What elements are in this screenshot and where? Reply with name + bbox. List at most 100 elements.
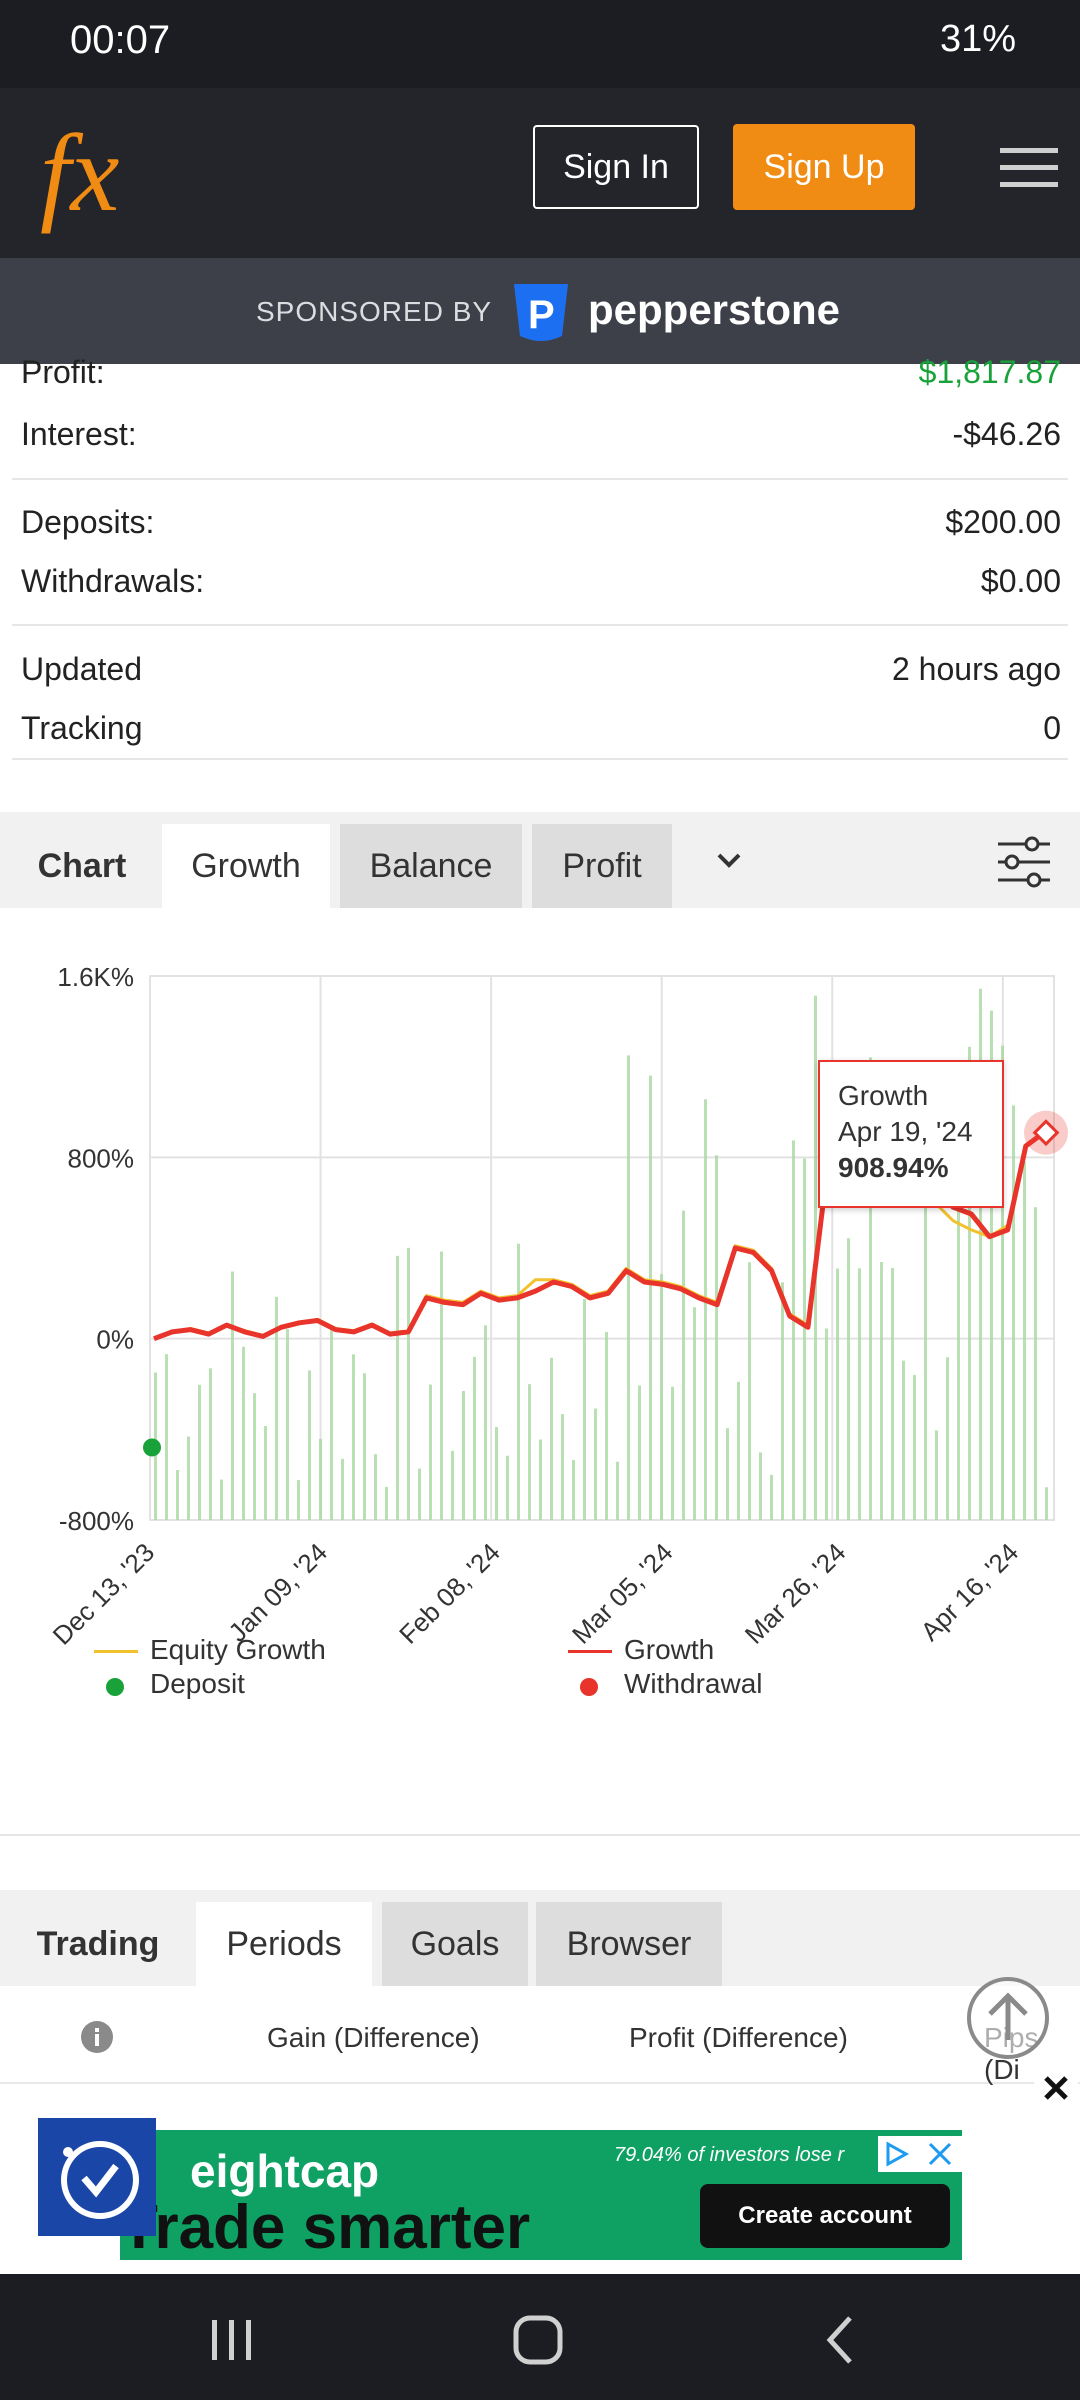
hamburger-menu-icon[interactable] xyxy=(1000,148,1058,188)
recent-apps-icon[interactable] xyxy=(208,2318,256,2362)
volume-bar xyxy=(627,1055,630,1520)
volume-bar xyxy=(198,1384,201,1520)
divider xyxy=(12,758,1068,760)
sign-in-button[interactable]: Sign In xyxy=(533,125,699,209)
volume-bar xyxy=(506,1455,509,1520)
volume-bar xyxy=(737,1381,740,1520)
growth-chart[interactable]: 1.6K% 800% 0% -800% Dec 13, '23 Jan 09, '24 F… xyxy=(0,908,1080,1788)
ad-close-icon[interactable] xyxy=(1034,2066,1078,2110)
stat-value: $200.00 xyxy=(945,504,1061,540)
volume-bar xyxy=(429,1384,432,1520)
volume-bar xyxy=(572,1460,575,1520)
volume-bar xyxy=(1045,1487,1048,1520)
column-gain[interactable]: Gain (Difference) xyxy=(267,2022,480,2053)
pepperstone-logo-icon: P xyxy=(514,284,568,341)
ad-disclaimer: 79.04% of investors lose r xyxy=(614,2144,845,2166)
stat-row-interest: Interest: -$46.26 xyxy=(21,416,1061,453)
volume-bar xyxy=(803,1158,806,1520)
chart-tab-bar: Chart Growth Balance Profit xyxy=(0,812,1080,908)
tab-goals[interactable]: Goals xyxy=(382,1902,528,1986)
home-icon[interactable] xyxy=(512,2314,564,2366)
adchoices-icon[interactable] xyxy=(878,2136,962,2172)
tab-browser[interactable]: Browser xyxy=(536,1902,722,1986)
volume-bar xyxy=(605,1331,608,1520)
volume-bar xyxy=(770,1474,773,1520)
tooltip-date: Apr 19, '24 xyxy=(838,1116,973,1147)
trading-tab-bar: Trading Periods Goals Browser xyxy=(0,1890,1080,1986)
chart-settings-sliders-icon[interactable] xyxy=(996,836,1052,888)
legend-equity-growth-swatch xyxy=(94,1650,138,1653)
plot-border xyxy=(149,975,1055,1521)
tab-growth[interactable]: Growth xyxy=(162,824,330,908)
volume-bar xyxy=(462,1390,465,1520)
tooltip-series: Growth xyxy=(838,1080,929,1111)
info-icon[interactable] xyxy=(80,2020,114,2054)
volume-bar xyxy=(957,1095,960,1520)
growth-chart-svg[interactable]: 1.6K% 800% 0% -800% Dec 13, '23 Jan 09, '24 F… xyxy=(0,908,1080,1788)
volume-bar xyxy=(671,1386,674,1520)
volume-bar xyxy=(539,1439,542,1520)
volume-bar xyxy=(583,1299,586,1520)
volume-bar xyxy=(550,1357,553,1520)
tab-profit[interactable]: Profit xyxy=(532,824,672,908)
volume-bar xyxy=(528,1384,531,1520)
tab-periods[interactable]: Periods xyxy=(196,1902,372,1986)
volume-bar xyxy=(165,1354,168,1520)
sign-up-button[interactable]: Sign Up xyxy=(733,124,915,210)
ad-cta-button[interactable]: Create account xyxy=(700,2184,950,2248)
legend-withdrawal-swatch xyxy=(580,1678,598,1696)
y-tick-label: 800% xyxy=(68,1143,135,1173)
tab-balance[interactable]: Balance xyxy=(340,824,522,908)
legend-withdrawal[interactable]: Withdrawal xyxy=(624,1668,763,1699)
legend-equity-growth[interactable]: Equity Growth xyxy=(150,1634,326,1665)
volume-bar xyxy=(440,1251,443,1520)
stat-label: Updated xyxy=(21,651,142,687)
volume-bar xyxy=(913,1375,916,1520)
volume-bar xyxy=(924,1107,927,1520)
stat-value: $0.00 xyxy=(980,563,1061,599)
legend-deposit[interactable]: Deposit xyxy=(150,1668,245,1699)
stat-label: Tracking xyxy=(21,710,143,746)
volume-bar xyxy=(176,1469,179,1520)
y-tick-label: 0% xyxy=(96,1325,134,1355)
scroll-to-top-icon[interactable] xyxy=(966,1976,1050,2060)
volume-bar xyxy=(374,1454,377,1520)
volume-bar xyxy=(660,1274,663,1520)
volume-bar xyxy=(1012,1105,1015,1520)
volume-bar xyxy=(451,1450,454,1520)
ad-creative[interactable]: eightcap Trade smarter 79.04% of investo… xyxy=(120,2130,962,2262)
volume-bar xyxy=(495,1426,498,1520)
sponsor-banner[interactable]: SPONSORED BY P pepperstone xyxy=(0,258,1080,364)
volume-bar xyxy=(396,1255,399,1520)
stat-value: -$46.26 xyxy=(952,416,1061,452)
fx-logo[interactable]: fx xyxy=(34,100,164,240)
stat-row-tracking: Tracking 0 xyxy=(21,710,1061,747)
volume-bar xyxy=(935,1430,938,1520)
volume-bar xyxy=(902,1360,905,1520)
volume-bar xyxy=(220,1479,223,1520)
chevron-down-icon[interactable] xyxy=(716,852,742,870)
ad-accessibility-badge[interactable] xyxy=(38,2118,156,2236)
stat-value: $1,817.87 xyxy=(918,354,1061,390)
ad-banner[interactable]: eightcap Trade smarter 79.04% of investo… xyxy=(0,2066,1080,2274)
legend-growth[interactable]: Growth xyxy=(624,1634,715,1665)
stat-label: Profit: xyxy=(21,354,105,390)
ad-brand: eightcap xyxy=(190,2145,380,2197)
volume-bar xyxy=(858,1268,861,1520)
volume-bar xyxy=(187,1436,190,1520)
volume-bar xyxy=(473,1356,476,1520)
volume-bar xyxy=(649,1075,652,1520)
volume-bar xyxy=(242,1346,245,1520)
volume-bar xyxy=(341,1458,344,1520)
volume-bar xyxy=(869,1057,872,1520)
back-icon[interactable] xyxy=(820,2314,860,2366)
column-profit[interactable]: Profit (Difference) xyxy=(629,2022,848,2053)
sponsor-label: SPONSORED BY xyxy=(256,296,493,327)
legend-deposit-swatch xyxy=(106,1678,124,1696)
volume-bar xyxy=(638,1385,641,1520)
volume-bar xyxy=(1034,1207,1037,1520)
volume-bar xyxy=(704,1099,707,1520)
stat-value: 2 hours ago xyxy=(891,651,1061,687)
volume-bar xyxy=(286,1329,289,1520)
volume-bar xyxy=(319,1438,322,1520)
